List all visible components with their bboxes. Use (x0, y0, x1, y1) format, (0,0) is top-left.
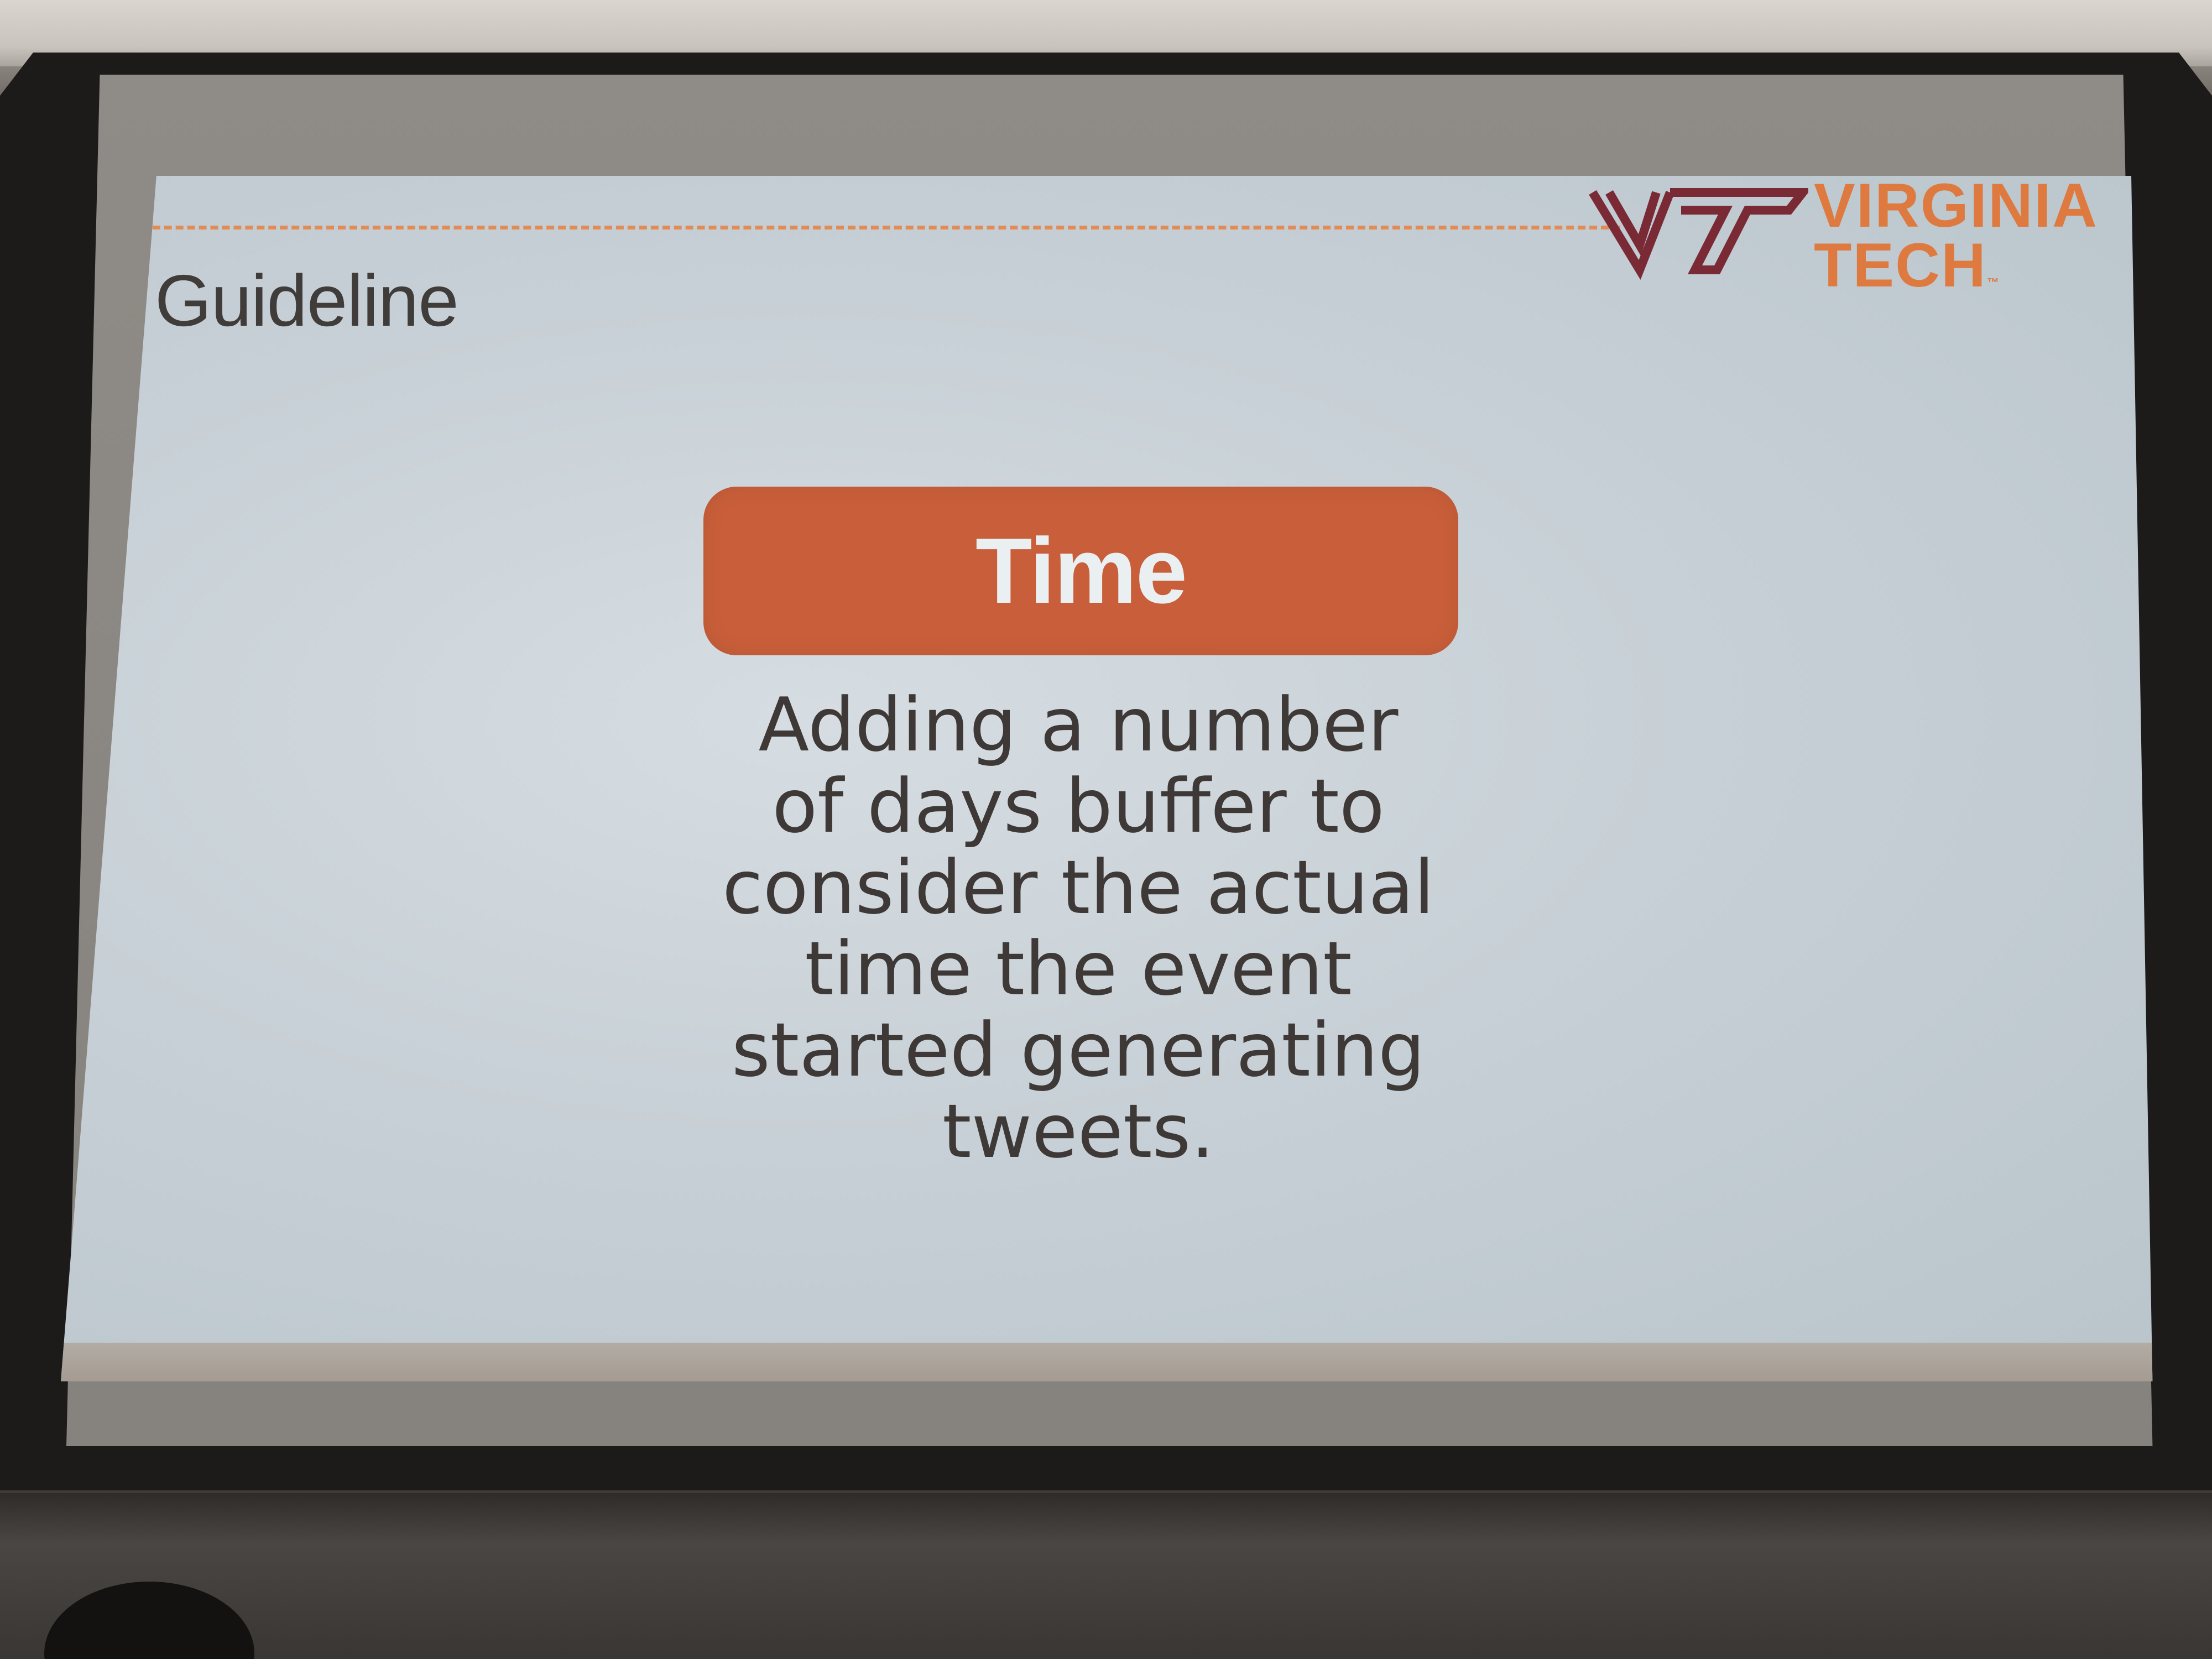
logo-line-virginia: VIRGINIA (1814, 176, 2098, 240)
body-line: tweets. (942, 1088, 1214, 1175)
logo-trademark: ™ (1986, 275, 1999, 289)
body-line: of days buffer to (772, 763, 1385, 849)
body-line: Adding a number (758, 682, 1399, 768)
lower-wall (0, 1493, 2212, 1659)
time-badge-label: Time (975, 519, 1187, 623)
slide-title: Guideline (155, 260, 459, 341)
slide-bottom-band (61, 1343, 2153, 1381)
time-badge: Time (703, 487, 1458, 655)
logo-line-tech: TECH (1814, 231, 1987, 300)
body-line: consider the actual (722, 844, 1434, 931)
header-dashed-rule (83, 226, 1620, 229)
body-line: started generating (731, 1007, 1426, 1093)
presentation-slide: Guideline VIRGINIA TECH™ Time Adding a n… (61, 176, 2153, 1381)
logo-line-tech-wrapper: TECH™ (1814, 234, 2098, 312)
logo-wordmark: VIRGINIA TECH™ (1814, 176, 2098, 312)
vt-monogram-icon (1589, 188, 1808, 280)
slide-body-text: Adding a number of days buffer to consid… (636, 685, 1521, 1172)
virginia-tech-logo: VIRGINIA TECH™ (1587, 176, 2135, 296)
body-line: time the event (805, 926, 1352, 1012)
